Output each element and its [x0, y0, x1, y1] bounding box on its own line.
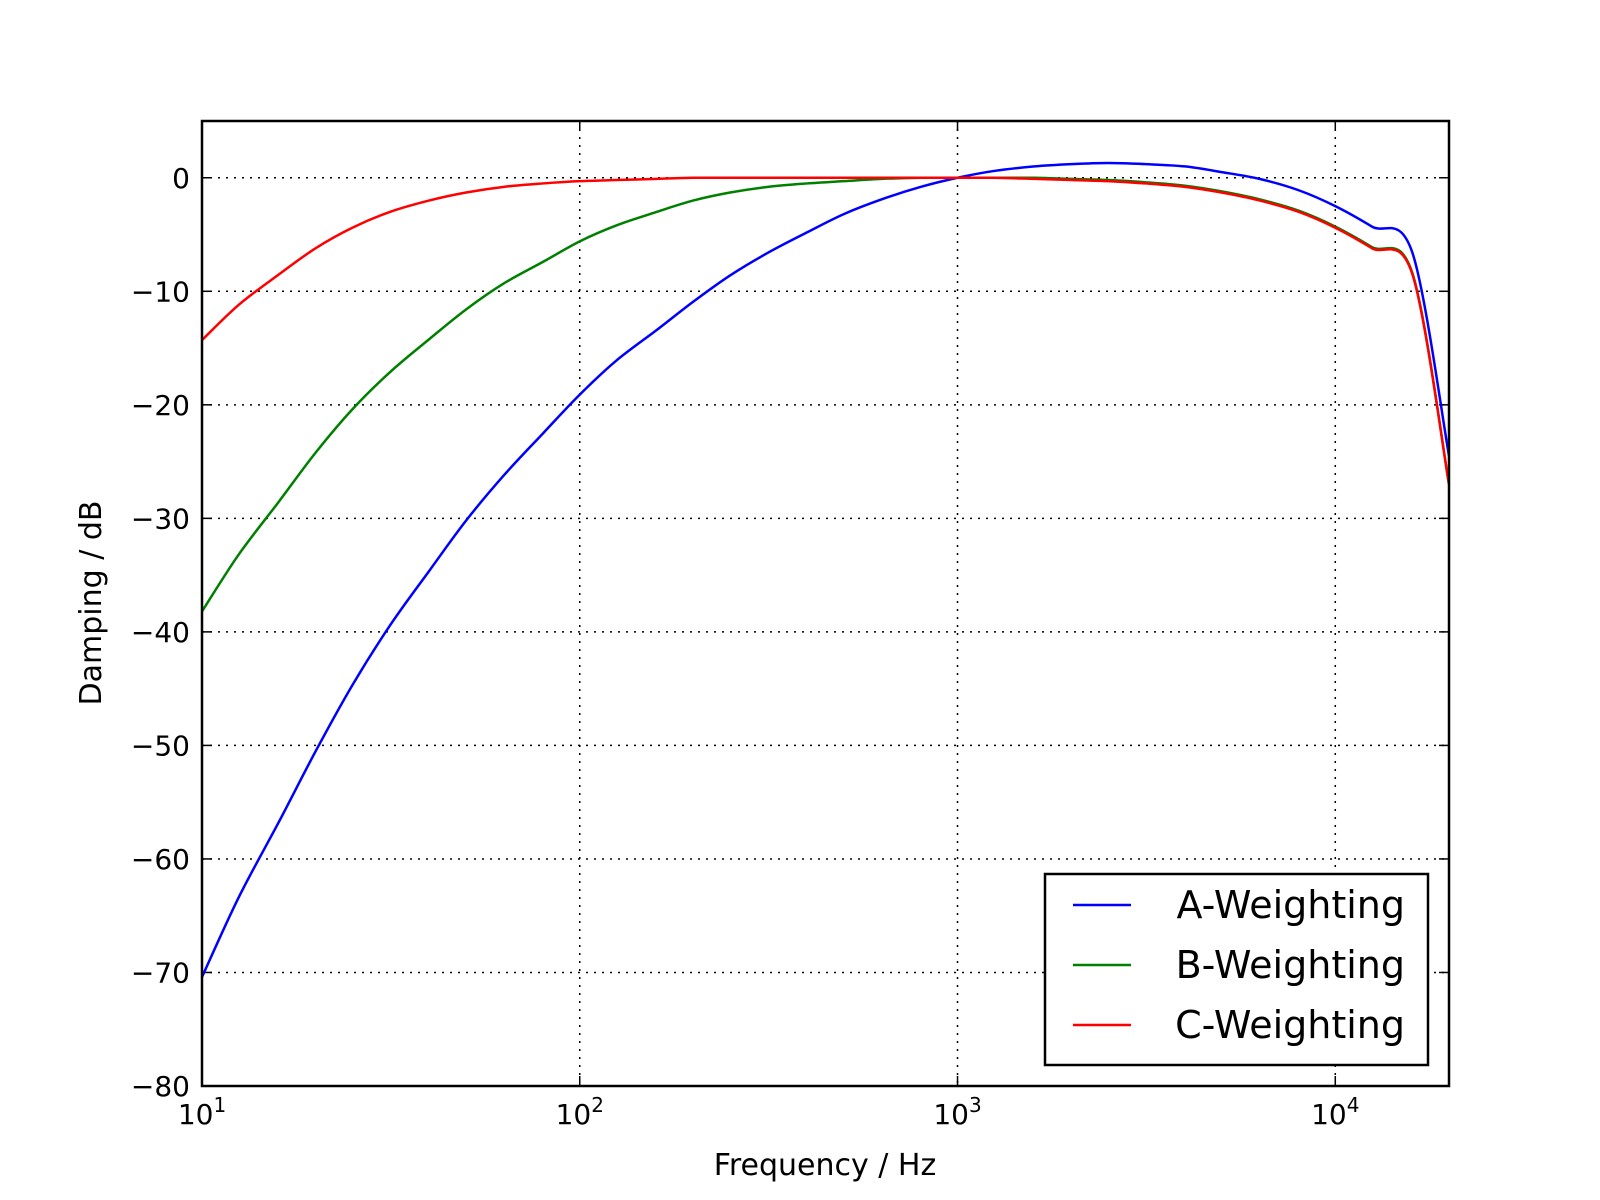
y-tick-label: −50	[131, 729, 190, 762]
series-lines	[200, 161, 1451, 978]
legend-label-b-weighting: B-Weighting	[1176, 943, 1405, 987]
y-tick-label: −30	[131, 502, 190, 535]
legend-label-c-weighting: C-Weighting	[1175, 1003, 1405, 1047]
legend-label-a-weighting: A-Weighting	[1177, 883, 1405, 927]
ticks	[201, 121, 1449, 1087]
y-axis-label: Damping / dB	[74, 501, 109, 706]
y-tick-label: −20	[131, 389, 190, 422]
legend-entries: A-Weighting B-Weighting C-Weighting	[1073, 883, 1405, 1047]
y-tick-label: 0	[172, 162, 190, 195]
x-tick-label: 103	[933, 1093, 981, 1131]
y-tick-label: −10	[131, 275, 190, 308]
x-tick-label: 104	[1311, 1093, 1359, 1131]
x-tick-labels: 101 102 103 104	[178, 1093, 1360, 1131]
x-tick-label: 101	[178, 1093, 226, 1131]
legend: A-Weighting B-Weighting C-Weighting	[1043, 872, 1430, 1067]
series-line-a-weighting	[200, 161, 1451, 978]
y-tick-label: −80	[131, 1070, 190, 1103]
y-tick-labels: 0 −10 −20 −30 −40 −50 −60 −70 −80	[131, 162, 190, 1103]
y-tick-label: −70	[131, 956, 190, 989]
plot-frame	[200, 119, 1451, 1088]
y-tick-label: −60	[131, 843, 190, 876]
series-line-c-weighting	[201, 176, 1451, 485]
y-tick-label: −40	[131, 616, 190, 649]
x-tick-label: 102	[556, 1093, 604, 1131]
grid	[202, 121, 1449, 1086]
x-axis-label: Frequency / Hz	[714, 1148, 936, 1183]
